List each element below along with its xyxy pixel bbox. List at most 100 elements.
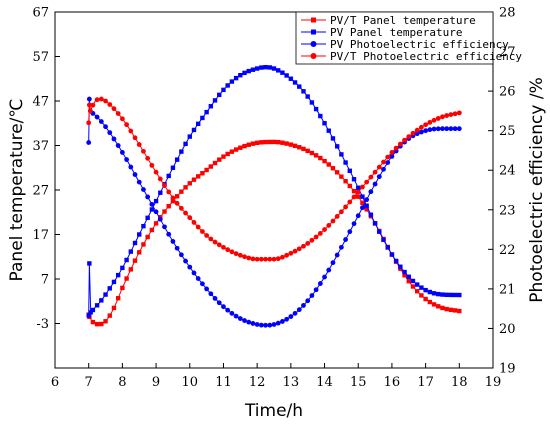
data-point xyxy=(402,273,407,278)
data-point xyxy=(440,292,445,297)
data-point xyxy=(385,245,390,250)
data-point xyxy=(153,221,159,226)
data-point xyxy=(191,220,197,225)
data-point xyxy=(212,98,218,103)
data-point xyxy=(179,189,184,194)
data-point xyxy=(86,102,92,108)
data-point xyxy=(338,244,344,250)
data-point xyxy=(145,234,150,240)
data-point xyxy=(178,252,184,258)
data-point xyxy=(242,70,247,76)
data-point xyxy=(301,89,306,94)
data-point xyxy=(120,285,125,291)
data-point xyxy=(225,151,230,157)
data-point xyxy=(347,229,353,235)
data-point xyxy=(212,239,218,245)
data-point xyxy=(440,114,445,120)
left-y-tick-label: 47 xyxy=(32,95,49,110)
data-point xyxy=(406,134,412,140)
left-y-tick-label: 7 xyxy=(41,273,49,288)
data-point xyxy=(381,159,386,165)
data-point xyxy=(233,75,239,81)
data-point xyxy=(250,321,256,326)
data-point xyxy=(166,189,172,195)
data-point xyxy=(355,189,361,195)
data-point xyxy=(124,122,129,128)
data-point xyxy=(360,194,365,199)
data-point xyxy=(275,256,281,262)
data-point xyxy=(414,131,420,137)
data-point xyxy=(183,258,188,264)
data-point xyxy=(309,293,315,298)
right-y-tick-label: 26 xyxy=(499,85,516,100)
data-point xyxy=(427,119,433,125)
data-point xyxy=(200,115,205,121)
data-point xyxy=(128,164,134,170)
data-point xyxy=(258,322,264,328)
data-point xyxy=(242,254,247,260)
data-point xyxy=(103,98,108,104)
data-point xyxy=(191,177,197,182)
data-point xyxy=(208,236,214,242)
data-point xyxy=(435,126,441,132)
data-point xyxy=(330,260,336,266)
data-point xyxy=(90,102,96,108)
data-point xyxy=(246,319,252,325)
data-point xyxy=(457,292,462,298)
data-point xyxy=(221,304,226,310)
x-tick-label: 13 xyxy=(283,375,300,390)
data-point xyxy=(398,264,403,269)
data-point xyxy=(385,154,391,160)
data-point xyxy=(216,242,222,248)
data-point xyxy=(288,76,294,81)
data-point xyxy=(204,233,210,238)
legend: PV/T Panel temperature PV Panel temperat… xyxy=(295,11,522,65)
data-point xyxy=(448,292,454,298)
data-point xyxy=(326,267,332,273)
data-point xyxy=(410,278,416,284)
data-point xyxy=(115,143,121,148)
series-line xyxy=(88,98,460,260)
data-point xyxy=(440,305,445,311)
data-point xyxy=(414,127,420,133)
data-point xyxy=(216,300,222,306)
data-point xyxy=(86,313,91,318)
data-point xyxy=(271,256,277,262)
data-point xyxy=(254,66,260,71)
data-point xyxy=(88,310,93,315)
data-point xyxy=(124,157,129,162)
data-point xyxy=(162,209,167,214)
data-point xyxy=(381,237,386,242)
data-point xyxy=(98,119,104,124)
data-point xyxy=(233,313,239,319)
data-point xyxy=(288,142,294,147)
data-point xyxy=(87,108,93,114)
data-point xyxy=(313,287,319,293)
data-point xyxy=(90,319,96,325)
data-point xyxy=(364,179,370,185)
data-point xyxy=(393,258,399,264)
data-point xyxy=(309,237,315,243)
data-point xyxy=(229,310,235,316)
data-point xyxy=(204,167,209,173)
data-point xyxy=(356,194,361,199)
legend-marker-pvt-eff xyxy=(310,53,317,59)
data-point xyxy=(334,144,340,149)
data-point xyxy=(263,322,268,328)
data-point xyxy=(221,244,226,250)
data-point xyxy=(115,272,121,278)
data-point xyxy=(267,256,273,262)
data-point xyxy=(436,291,441,297)
data-point xyxy=(334,170,340,175)
data-point xyxy=(111,279,117,285)
data-point xyxy=(195,276,201,281)
data-point xyxy=(191,270,197,276)
data-point xyxy=(402,137,407,143)
data-point xyxy=(145,215,150,221)
data-point xyxy=(111,305,117,311)
data-point xyxy=(452,111,458,117)
left-y-tick-label: 27 xyxy=(32,184,49,199)
data-point xyxy=(103,124,108,130)
data-point xyxy=(280,254,285,260)
